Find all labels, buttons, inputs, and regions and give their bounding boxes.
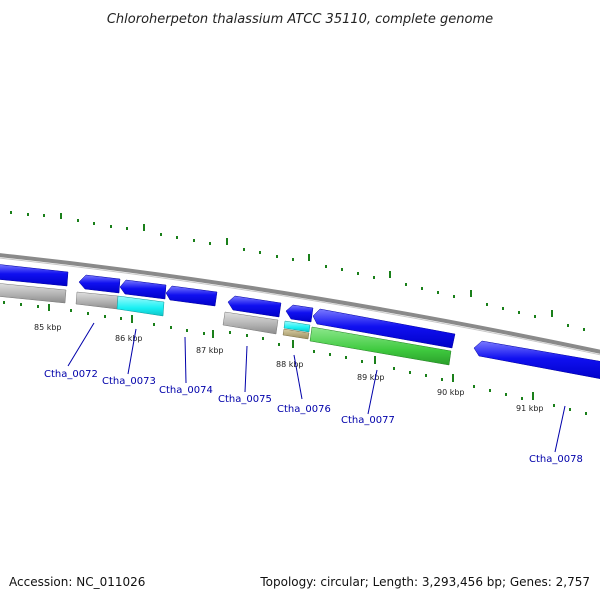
gene-label-ctha-0075[interactable]: Ctha_0075 bbox=[218, 394, 272, 405]
gene-label-ctha-0077[interactable]: Ctha_0077 bbox=[341, 415, 395, 426]
inner-tick-ring bbox=[3, 301, 587, 415]
gene-rna-gray-left[interactable] bbox=[0, 283, 67, 304]
gene-cds-0077-arrow[interactable] bbox=[312, 308, 456, 349]
gene-green-0077[interactable] bbox=[309, 326, 452, 366]
gene-rna-gray-0075[interactable] bbox=[222, 311, 279, 335]
gene-cds-0073-arrow[interactable] bbox=[119, 279, 167, 300]
gene-cyan-0073[interactable] bbox=[116, 295, 165, 317]
gene-label-ctha-0074[interactable]: Ctha_0074 bbox=[159, 385, 213, 396]
gene-cds-0076-arrow[interactable] bbox=[285, 304, 314, 323]
reverse-strand-genes bbox=[0, 283, 452, 366]
gene-rna-gray-0072[interactable] bbox=[75, 291, 119, 310]
kbp-label: 91 kbp bbox=[516, 404, 544, 413]
gene-cds-0078-arrow[interactable] bbox=[473, 340, 600, 380]
map-title: Chloroherpeton thalassium ATCC 35110, co… bbox=[107, 12, 493, 27]
outer-tick-ring bbox=[10, 211, 585, 331]
gene-label-ctha-0078[interactable]: Ctha_0078 bbox=[529, 454, 583, 465]
kbp-label: 87 kbp bbox=[196, 346, 224, 355]
topology-text: Topology: circular; Length: 3,293,456 bp… bbox=[259, 575, 590, 589]
genome-backbone bbox=[0, 253, 600, 356]
kbp-scale-labels: 85 kbp 86 kbp 87 kbp 88 kbp 89 kbp 90 kb… bbox=[34, 323, 544, 413]
gene-cds-0074-arrow[interactable] bbox=[165, 285, 218, 307]
kbp-label: 88 kbp bbox=[276, 360, 304, 369]
forward-strand-genes bbox=[0, 264, 600, 380]
gene-label-ctha-0076[interactable]: Ctha_0076 bbox=[277, 404, 331, 415]
gene-cds-0075-arrow[interactable] bbox=[227, 295, 282, 318]
gene-labels: Ctha_0072 Ctha_0073 Ctha_0074 Ctha_0075 … bbox=[44, 369, 583, 465]
gene-label-ctha-0073[interactable]: Ctha_0073 bbox=[102, 376, 156, 387]
accession-text: Accession: NC_011026 bbox=[9, 575, 145, 589]
kbp-label: 85 kbp bbox=[34, 323, 62, 332]
gene-cds-forward-left[interactable] bbox=[0, 264, 69, 287]
gene-cds-0072-arrow[interactable] bbox=[78, 274, 121, 294]
gene-tan-0076[interactable] bbox=[282, 328, 310, 340]
gene-cyan-0076[interactable] bbox=[283, 320, 311, 333]
kbp-label: 90 kbp bbox=[437, 388, 465, 397]
kbp-label: 89 kbp bbox=[357, 373, 385, 382]
kbp-label: 86 kbp bbox=[115, 334, 143, 343]
gene-label-ctha-0072[interactable]: Ctha_0072 bbox=[44, 369, 98, 380]
gene-leader-lines bbox=[67, 322, 566, 453]
